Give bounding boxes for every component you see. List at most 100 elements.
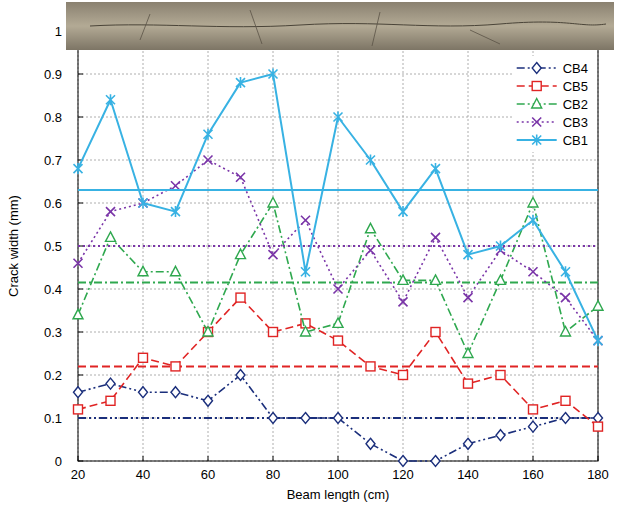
point [204, 156, 213, 165]
point [366, 246, 375, 255]
point [529, 405, 538, 414]
point [366, 362, 375, 371]
y-tick [78, 332, 83, 333]
point [139, 198, 148, 209]
y-tick-label: 0.6 [44, 196, 62, 211]
legend-bg [513, 56, 596, 152]
point [333, 318, 343, 328]
x-tick [338, 456, 339, 461]
x-tick-label: 160 [522, 467, 544, 482]
point [334, 112, 343, 123]
point [334, 285, 343, 294]
point [431, 163, 440, 174]
legend-label: CB3 [563, 115, 588, 130]
point [236, 293, 245, 302]
x-tick [533, 456, 534, 461]
point [106, 232, 116, 242]
point [106, 396, 115, 405]
point [73, 309, 83, 319]
legend-label: CB5 [563, 79, 588, 94]
point [334, 413, 343, 424]
point [74, 405, 83, 414]
legend-label: CB1 [563, 133, 588, 148]
point [496, 275, 506, 285]
beam-crack [140, 10, 500, 46]
x-tick [208, 456, 209, 461]
plot-frame [78, 31, 598, 461]
point [236, 249, 246, 259]
y-grid-line [78, 246, 598, 247]
x-tick-label: 40 [136, 467, 150, 482]
x-tick-label: 60 [201, 467, 215, 482]
point [301, 266, 310, 277]
point [269, 250, 278, 259]
y-tick-label: 0.9 [44, 67, 62, 82]
point [203, 327, 213, 337]
point [269, 328, 278, 337]
chart: 00.10.20.30.40.50.60.70.80.9120406080100… [0, 0, 618, 512]
point [171, 181, 180, 190]
point [236, 77, 245, 88]
y-tick-label: 0.1 [44, 411, 62, 426]
y-tick-label: 0.7 [44, 153, 62, 168]
point [74, 259, 83, 268]
point [106, 207, 115, 216]
series-line [78, 298, 598, 427]
point [399, 206, 408, 217]
y-tick [78, 203, 83, 204]
point [464, 379, 473, 388]
point [464, 249, 473, 260]
mean-line [78, 365, 598, 367]
y-tick-label: 1 [55, 24, 62, 39]
point [301, 216, 310, 225]
point [593, 301, 603, 311]
point [236, 173, 245, 182]
legend-marker [532, 63, 541, 74]
point [106, 378, 115, 389]
y-tick [78, 375, 83, 376]
point [269, 413, 278, 424]
point [74, 387, 83, 398]
point [399, 371, 408, 380]
point [496, 371, 505, 380]
point [561, 293, 570, 302]
point [366, 155, 375, 166]
legend-marker [532, 118, 541, 127]
point [139, 353, 148, 362]
point [171, 266, 181, 276]
series-line [78, 375, 598, 461]
y-tick-label: 0 [55, 454, 62, 469]
x-tick-label: 120 [392, 467, 414, 482]
y-tick [78, 289, 83, 290]
point [399, 297, 408, 306]
x-tick-label: 100 [327, 467, 349, 482]
point [431, 275, 441, 285]
point [171, 206, 180, 217]
point [398, 275, 408, 285]
point [431, 328, 440, 337]
point [561, 413, 570, 424]
x-axis-title: Beam length (cm) [287, 487, 390, 502]
legend-label: CB2 [563, 97, 588, 112]
x-tick-label: 80 [266, 467, 280, 482]
x-tick [273, 456, 274, 461]
y-tick-label: 0.5 [44, 239, 62, 254]
beam-photo [66, 2, 614, 50]
point [171, 362, 180, 371]
point [431, 233, 440, 242]
point [301, 327, 311, 337]
y-tick-label: 0.2 [44, 368, 62, 383]
point [594, 336, 603, 345]
legend-label: CB4 [563, 61, 588, 76]
point [204, 129, 213, 140]
point [528, 198, 538, 208]
beam-photo-bg [66, 2, 614, 50]
point [496, 241, 505, 252]
x-tick-label: 180 [587, 467, 609, 482]
y-tick-label: 0.4 [44, 282, 62, 297]
point [139, 387, 148, 398]
series-line [78, 203, 598, 354]
point [138, 266, 148, 276]
y-tick [78, 74, 83, 75]
y-tick-label: 0.8 [44, 110, 62, 125]
